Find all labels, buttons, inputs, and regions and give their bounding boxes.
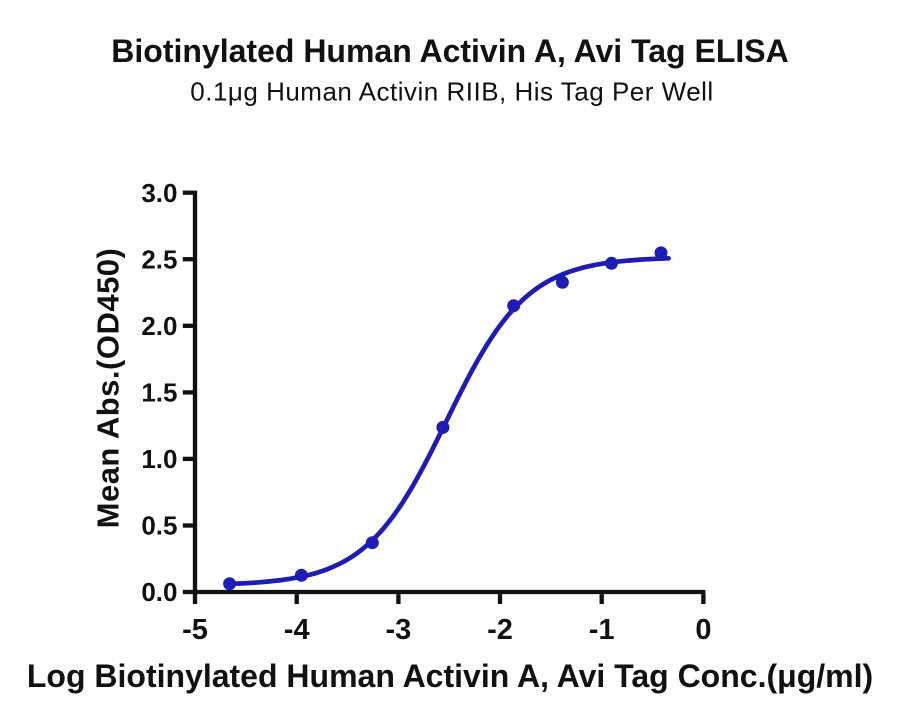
svg-text:Biotinylated Human Activin A,: Biotinylated Human Activin A, Avi Tag EL…: [111, 33, 788, 69]
svg-text:1.5: 1.5: [141, 378, 177, 408]
svg-text:0.5: 0.5: [141, 511, 177, 541]
svg-text:1.0: 1.0: [141, 444, 177, 474]
svg-text:-2: -2: [487, 614, 513, 646]
svg-text:0.1μg Human Activin RIIB, His: 0.1μg Human Activin RIIB, His Tag Per We…: [190, 77, 713, 107]
svg-text:-3: -3: [386, 614, 412, 646]
svg-text:0: 0: [695, 614, 711, 646]
svg-text:-4: -4: [284, 614, 310, 646]
svg-text:0.0: 0.0: [141, 577, 177, 607]
svg-text:3.0: 3.0: [141, 178, 177, 208]
svg-text:Log Biotinylated Human Activin: Log Biotinylated Human Activin A, Avi Ta…: [27, 658, 873, 694]
svg-text:Mean Abs.(OD450): Mean Abs.(OD450): [91, 248, 126, 529]
svg-text:-1: -1: [589, 614, 615, 646]
svg-text:2.0: 2.0: [141, 311, 177, 341]
svg-text:-5: -5: [182, 614, 208, 646]
svg-text:2.5: 2.5: [141, 244, 177, 274]
